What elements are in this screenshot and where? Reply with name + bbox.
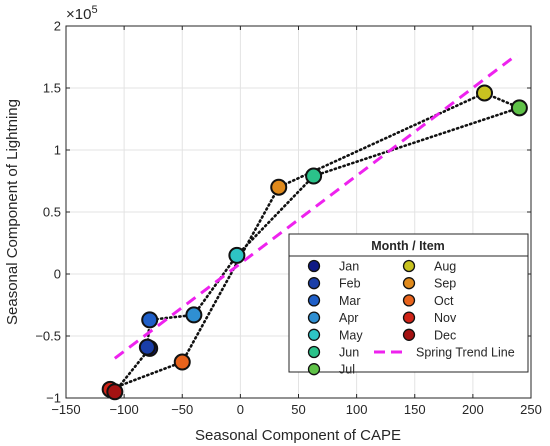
legend-marker-sep bbox=[402, 277, 416, 290]
legend: Month / Item Jan Feb Mar Apr May Jun Jul Aug Sep… bbox=[288, 233, 529, 377]
y-axis-label: Seasonal Component of Lightning bbox=[4, 99, 21, 325]
legend-label-feb: Feb bbox=[339, 277, 361, 291]
x-tick-label: 150 bbox=[404, 402, 426, 417]
legend-title: Month / Item bbox=[371, 239, 445, 253]
point-feb bbox=[138, 338, 156, 356]
x-tick-label: 0 bbox=[237, 402, 244, 417]
legend-label-dec: Dec bbox=[434, 328, 456, 342]
legend-label-sep: Sep bbox=[434, 277, 456, 291]
legend-marker-nov bbox=[402, 311, 416, 324]
legend-marker-feb bbox=[307, 277, 321, 290]
y-tick-label: −0.5 bbox=[35, 329, 61, 344]
y-tick-label: 0 bbox=[54, 267, 61, 282]
exponent-base: ×10 bbox=[66, 6, 91, 23]
x-tick-label: 250 bbox=[520, 402, 542, 417]
point-jun bbox=[305, 167, 323, 185]
legend-marker-jan bbox=[307, 259, 321, 273]
x-tick-label: 100 bbox=[346, 402, 368, 417]
y-tick-label: −1 bbox=[46, 391, 61, 406]
point-apr bbox=[185, 306, 203, 324]
x-axis-label: Seasonal Component of CAPE bbox=[195, 427, 401, 444]
legend-label-jun: Jun bbox=[339, 346, 359, 360]
x-tick-label: 50 bbox=[291, 402, 305, 417]
legend-items: Jan Feb Mar Apr May Jun Jul Aug Sep Oct Nov Dec Spri… bbox=[307, 259, 515, 377]
point-sep bbox=[270, 178, 288, 196]
legend-marker-mar bbox=[307, 294, 321, 307]
legend-label-aug: Aug bbox=[434, 260, 456, 274]
point-dec bbox=[106, 383, 124, 401]
legend-marker-apr bbox=[307, 311, 321, 324]
y-tick-label: 1.5 bbox=[43, 81, 61, 96]
point-oct bbox=[173, 353, 191, 371]
spring-trend-line bbox=[113, 53, 518, 360]
legend-marker-jun bbox=[307, 345, 321, 359]
trend-line-layer bbox=[113, 53, 518, 360]
legend-label-jan: Jan bbox=[339, 260, 359, 274]
legend-marker-dec bbox=[402, 328, 416, 341]
x-tick-label: −50 bbox=[171, 402, 193, 417]
exponent-power: 5 bbox=[91, 4, 97, 16]
legend-label-trend-line: Spring Trend Line bbox=[416, 346, 515, 360]
point-may bbox=[228, 246, 246, 264]
data-points bbox=[101, 84, 528, 401]
legend-label-mar: Mar bbox=[339, 294, 361, 308]
legend-marker-aug bbox=[402, 259, 416, 273]
x-tick-label: 200 bbox=[462, 402, 484, 417]
legend-marker-jul bbox=[307, 363, 321, 376]
legend-label-oct: Oct bbox=[434, 294, 454, 308]
legend-label-nov: Nov bbox=[434, 311, 457, 325]
axis-ticks: −150 −100 −50 0 50 100 150 200 250 −1 −0.5 0 0.5 1 1.5… bbox=[35, 19, 542, 418]
legend-label-apr: Apr bbox=[339, 311, 358, 325]
point-jul bbox=[510, 99, 528, 117]
legend-label-jul: Jul bbox=[339, 363, 355, 377]
x-tick-label: −100 bbox=[109, 402, 138, 417]
legend-marker-oct bbox=[402, 294, 416, 307]
x-tick-label: −150 bbox=[51, 402, 80, 417]
point-aug bbox=[476, 84, 493, 102]
point-mar bbox=[141, 311, 159, 329]
y-tick-label: 0.5 bbox=[43, 205, 61, 220]
legend-marker-may bbox=[307, 328, 321, 341]
legend-label-may: May bbox=[339, 328, 363, 342]
y-tick-label: 1 bbox=[54, 143, 61, 158]
y-tick-label: 2 bbox=[54, 19, 61, 34]
y-axis-exponent: ×105 bbox=[66, 4, 98, 23]
